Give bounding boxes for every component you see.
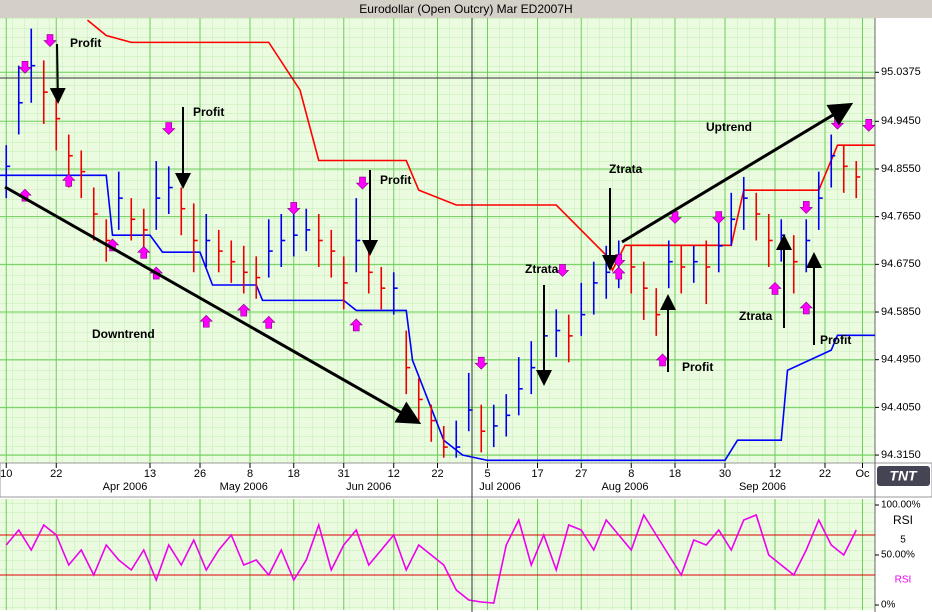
y-tick-label: 100.00% — [881, 500, 921, 511]
annotation: Uptrend — [706, 120, 752, 134]
y-tick-label: 50.00% — [881, 550, 915, 561]
signal-arrow-up — [349, 318, 363, 332]
annotation: Profit — [193, 105, 224, 119]
y-tick-label: 94.7650 — [881, 211, 921, 223]
signal-arrow-up — [262, 315, 276, 329]
trend-lines — [4, 102, 854, 424]
y-tick-label: 0% — [881, 600, 896, 611]
annotation: Profit — [820, 333, 851, 347]
month-label: Jul 2006 — [479, 481, 521, 493]
y-tick-label: 94.5850 — [881, 306, 921, 318]
signal-arrow-up — [199, 314, 213, 328]
y-tick-label: 94.3150 — [881, 449, 921, 461]
x-tick-label: 18 — [288, 468, 300, 480]
x-tick-label: 18 — [669, 468, 681, 480]
signal-arrow-down — [862, 119, 875, 132]
signal-arrow-up — [655, 353, 670, 367]
signal-arrow-up — [137, 245, 151, 259]
month-label: Jun 2006 — [346, 481, 391, 493]
month-label: Apr 2006 — [103, 481, 148, 493]
signal-arrow-down — [555, 264, 570, 277]
x-tick-label: 8 — [628, 468, 634, 480]
price-plot — [0, 18, 875, 463]
stop-line — [86, 19, 875, 273]
title-bar — [0, 0, 932, 18]
signal-arrows — [49, 43, 822, 386]
x-tick-label: 26 — [194, 468, 206, 480]
signal-arrow-down — [712, 211, 726, 224]
annotation: Profit — [682, 360, 713, 374]
month-label: Sep 2006 — [739, 481, 786, 493]
date-axis — [0, 462, 932, 498]
signal-arrow-up — [768, 281, 782, 295]
trend-line — [4, 185, 422, 424]
legend-entry: RSI — [895, 575, 912, 586]
signal-arrow-up — [62, 173, 76, 187]
indicator-period: 5 — [900, 535, 906, 546]
signal-arrow-down — [474, 356, 488, 370]
x-tick-label: 22 — [431, 468, 443, 480]
signal-arrow-down — [668, 211, 682, 224]
rsi-line — [5, 513, 857, 604]
x-tick-label: 31 — [338, 468, 350, 480]
signal-arrow-up — [799, 301, 813, 315]
month-label: Aug 2006 — [601, 481, 648, 493]
annotation: Ztrata — [525, 262, 559, 276]
annotations: Profit Profit Profit Downtrend Ztrata Ztrata P… — [70, 36, 851, 374]
chart-title: Eurodollar (Open Outcry) Mar ED2007H — [359, 2, 572, 16]
x-tick-label: 12 — [388, 468, 400, 480]
signal-arrow-down — [18, 61, 32, 74]
annotation: Ztrata — [609, 162, 643, 176]
x-tick-label: 5 — [484, 468, 490, 480]
arrow — [49, 43, 66, 104]
y-tick-label: 94.4950 — [881, 354, 921, 366]
y-tick-label: 95.0375 — [881, 66, 921, 78]
month-label: May 2006 — [220, 481, 268, 493]
x-tick-label: 22 — [819, 468, 831, 480]
signal-arrow-down — [162, 122, 176, 135]
annotation: Downtrend — [92, 327, 155, 341]
x-tick-label: 17 — [531, 468, 543, 480]
y-tick-label: 94.6750 — [881, 258, 921, 270]
axes: 94.3150 94.4050 94.4950 94.5850 94.6750 94.76… — [0, 66, 921, 610]
signal-arrow-down — [355, 176, 370, 190]
logo-text: TNT — [889, 468, 918, 484]
signal-arrow-down — [287, 202, 301, 215]
y-tick-label: 94.8550 — [881, 163, 921, 175]
x-tick-label: 8 — [247, 468, 253, 480]
rsi-plot — [0, 499, 875, 610]
stop-line — [0, 174, 875, 462]
signal-arrow-down — [43, 34, 57, 47]
y-tick-label: 94.4050 — [881, 401, 921, 413]
indicator-title: RSI — [893, 513, 913, 527]
signal-arrow-up — [237, 303, 251, 317]
logo-bg — [877, 466, 930, 486]
annotation: Profit — [380, 173, 411, 187]
x-tick-label: 27 — [575, 468, 587, 480]
x-tick-label: 22 — [50, 468, 62, 480]
annotation: Ztrata — [739, 309, 773, 323]
y-tick-label: 94.9450 — [881, 115, 921, 127]
signal-arrow-down — [799, 201, 813, 214]
x-tick-label: 10 — [0, 468, 12, 480]
x-tick-label: 12 — [769, 468, 781, 480]
x-tick-label: Oc — [855, 468, 870, 480]
logo: TNT — [877, 466, 930, 486]
trend-line — [621, 102, 854, 244]
annotation: Profit — [70, 36, 101, 50]
x-tick-label: 30 — [719, 468, 731, 480]
x-tick-label: 13 — [144, 468, 156, 480]
